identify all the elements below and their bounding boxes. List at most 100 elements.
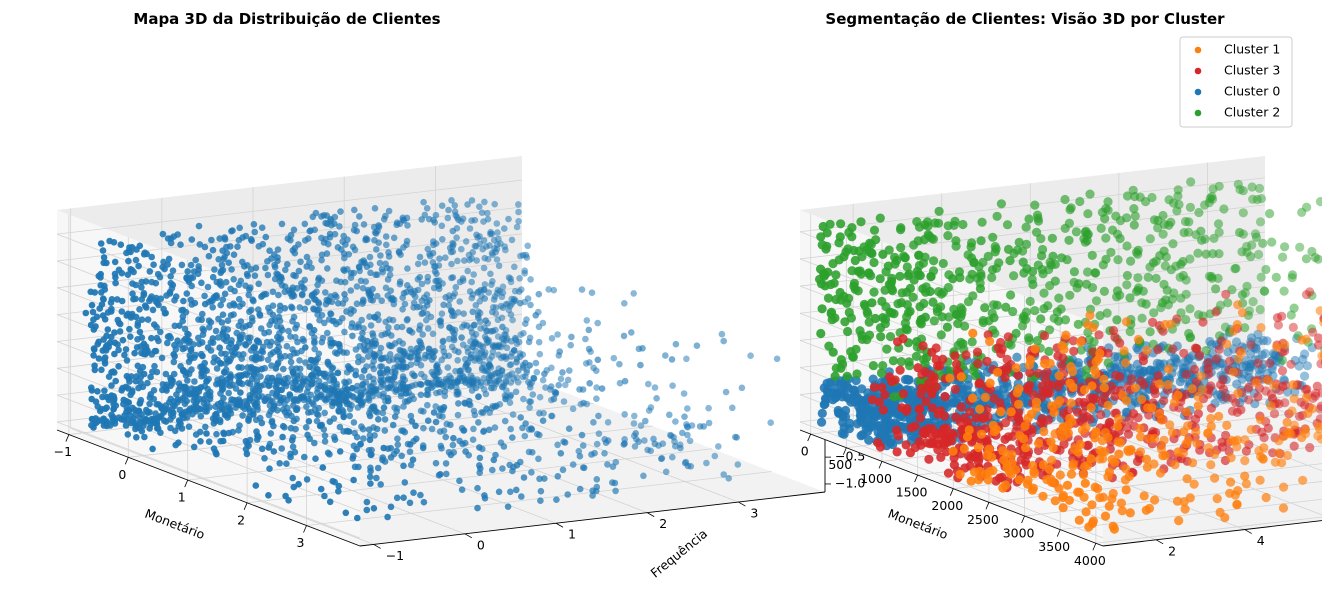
data-point <box>562 381 569 389</box>
data-point <box>447 383 455 390</box>
data-point <box>529 391 537 398</box>
data-point <box>224 412 231 419</box>
data-point <box>318 234 325 242</box>
data-point <box>1095 311 1105 321</box>
data-point <box>924 231 935 241</box>
data-point <box>720 337 727 345</box>
tick-label: 3500 <box>1038 539 1070 554</box>
data-point <box>187 347 195 354</box>
data-point <box>430 216 437 224</box>
tick-label: −1 <box>54 444 72 459</box>
data-point <box>469 436 477 444</box>
data-point <box>331 220 338 227</box>
data-point <box>386 351 394 358</box>
data-point <box>329 317 337 325</box>
data-point <box>343 400 351 408</box>
data-point <box>1091 296 1102 306</box>
data-point <box>266 465 273 473</box>
data-point <box>1148 317 1158 327</box>
data-point <box>1139 380 1149 390</box>
data-point <box>920 429 930 439</box>
data-point <box>127 314 135 321</box>
data-point <box>371 313 378 321</box>
chart-2: 0500100015002000250030003500400024681005… <box>799 156 1322 568</box>
tick-label: 0 <box>477 537 485 552</box>
data-point <box>117 241 125 248</box>
data-point <box>590 419 597 426</box>
data-point <box>1145 327 1155 337</box>
data-point <box>238 335 245 342</box>
data-point <box>111 258 119 266</box>
data-point <box>434 361 441 368</box>
data-point <box>893 299 903 309</box>
data-point <box>459 440 466 448</box>
data-point <box>651 384 659 391</box>
data-point <box>140 289 148 297</box>
data-point <box>901 440 911 450</box>
data-point <box>653 395 660 402</box>
data-point <box>366 253 374 261</box>
data-point <box>140 251 148 258</box>
data-point <box>281 400 288 408</box>
data-point <box>890 259 900 269</box>
data-point <box>132 295 139 303</box>
data-point <box>417 339 424 346</box>
data-point <box>450 434 457 442</box>
data-point <box>282 266 289 274</box>
data-point <box>464 344 471 352</box>
data-point <box>476 462 483 469</box>
data-point <box>489 466 496 474</box>
data-point <box>527 384 534 391</box>
data-point <box>851 344 861 354</box>
data-point <box>315 350 323 358</box>
data-point <box>229 428 236 436</box>
data-point <box>439 413 446 420</box>
data-point <box>253 396 260 403</box>
data-point <box>893 337 903 347</box>
data-point <box>112 279 119 287</box>
data-point <box>705 404 712 412</box>
data-point <box>1103 358 1113 368</box>
x-tick <box>124 457 129 465</box>
data-point <box>679 429 686 437</box>
data-point <box>292 378 299 385</box>
data-point <box>453 391 461 398</box>
data-point <box>146 425 153 432</box>
data-point <box>478 292 485 300</box>
data-point <box>478 209 486 216</box>
data-point <box>598 385 606 392</box>
data-point <box>424 386 431 393</box>
data-point <box>451 208 459 215</box>
data-point <box>423 205 431 212</box>
data-point <box>1047 380 1058 390</box>
data-point <box>375 223 383 231</box>
data-point <box>582 360 590 367</box>
data-point <box>245 291 252 299</box>
data-point <box>310 305 317 313</box>
data-point <box>1220 322 1231 332</box>
data-point <box>476 203 483 210</box>
tick-label: 4 <box>1257 533 1265 548</box>
data-point <box>1261 386 1271 396</box>
data-point <box>162 418 170 425</box>
data-point <box>201 359 208 367</box>
data-point <box>525 448 533 456</box>
data-point <box>235 396 243 403</box>
data-point <box>729 404 736 412</box>
tick-label: 1 <box>178 490 186 505</box>
data-point <box>604 437 612 444</box>
data-point <box>152 347 160 355</box>
data-point <box>1005 256 1015 266</box>
data-point <box>175 386 182 394</box>
data-point <box>474 312 482 319</box>
data-point <box>379 456 386 464</box>
data-point <box>844 307 854 317</box>
data-point <box>1179 228 1189 238</box>
tick-label: 1500 <box>896 485 928 500</box>
data-point <box>516 275 523 282</box>
data-point <box>831 270 841 280</box>
data-point <box>1176 259 1186 269</box>
data-point <box>508 236 516 244</box>
data-point <box>465 251 473 259</box>
data-point <box>276 302 284 310</box>
